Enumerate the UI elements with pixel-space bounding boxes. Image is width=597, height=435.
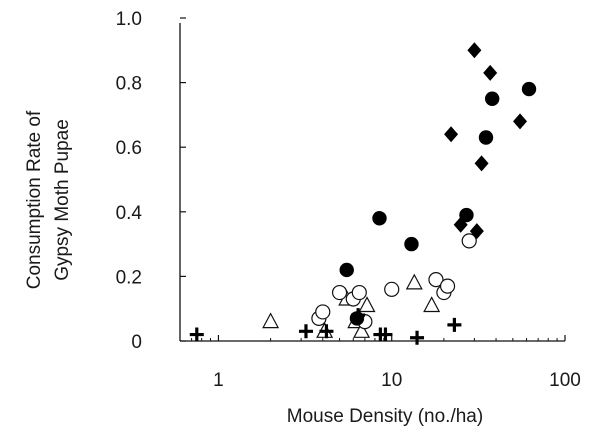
x-axis-label: Mouse Density (no./ha): [287, 406, 483, 427]
data-point-plus: [447, 317, 462, 332]
y-tick-label: 0: [131, 332, 142, 353]
data-point-open-triangle: [405, 273, 423, 290]
data-point-open-triangle: [423, 296, 441, 313]
data-point-open-circle: [351, 284, 367, 301]
data-point-plus: [378, 327, 393, 342]
data-point-open-circle: [428, 272, 444, 288]
data-point-open-circle: [315, 304, 331, 320]
chart-marks: [189, 42, 537, 345]
data-point-filled-circle: [339, 262, 354, 278]
data-point-open-circle: [384, 281, 400, 297]
x-tick-label: 10: [381, 370, 402, 391]
y-axis-label-line-1: Consumption Rate of: [24, 110, 45, 289]
data-point-plus: [189, 327, 204, 342]
data-point-filled-diamond: [483, 64, 498, 81]
data-point-open-circle: [461, 233, 477, 249]
y-tick-label: 0.8: [116, 74, 142, 95]
chart-ticks: 0 0.2 0.4 0.6 0.8 1.0 1 10 100: [116, 9, 581, 391]
data-point-filled-diamond: [474, 155, 489, 172]
data-point-plus: [319, 324, 334, 339]
y-tick-label: 0.6: [116, 138, 142, 159]
y-tick-label: 0.4: [116, 203, 143, 224]
data-point-open-circle: [331, 284, 348, 301]
data-point-open-triangle: [358, 296, 376, 313]
data-point-open-triangle: [353, 322, 371, 338]
data-point-filled-diamond: [513, 113, 528, 130]
data-point-filled-diamond: [444, 126, 459, 143]
data-point-filled-circle: [372, 211, 387, 226]
data-point-filled-circle: [349, 311, 365, 326]
data-point-plus: [410, 330, 425, 345]
data-point-filled-circle: [478, 130, 494, 145]
y-tick-label: 1.0: [116, 9, 142, 30]
data-point-filled-diamond: [453, 216, 468, 233]
x-tick-label: 100: [549, 370, 581, 391]
data-point-filled-diamond: [469, 223, 484, 240]
data-point-filled-diamond: [467, 42, 482, 59]
data-point-filled-circle: [404, 236, 419, 252]
data-point-filled-circle: [484, 91, 500, 106]
data-point-filled-circle: [521, 81, 537, 97]
data-point-open-circle: [439, 278, 456, 294]
data-point-filled-circle: [459, 207, 474, 223]
y-axis-label-line-2: Gypsy Moth Pupae: [52, 119, 73, 281]
chart-axes: [179, 23, 565, 342]
x-tick-label: 1: [213, 370, 224, 391]
y-tick-label: 0.2: [116, 267, 142, 288]
data-point-plus: [298, 324, 313, 339]
data-point-open-triangle: [262, 312, 280, 329]
